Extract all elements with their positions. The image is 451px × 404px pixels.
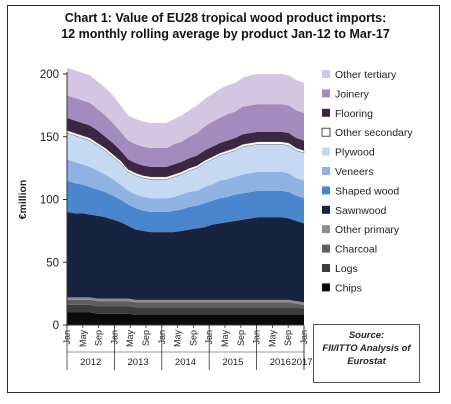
legend-label-plywood: Plywood: [335, 147, 375, 159]
x-month-label: Sep: [94, 330, 104, 346]
x-month-label: May: [267, 330, 277, 348]
x-month-label: May: [173, 330, 183, 348]
legend-label-joinery: Joinery: [335, 88, 370, 100]
x-year-label: 2017: [291, 357, 312, 368]
legend-swatch-chips: [322, 283, 330, 292]
legend-label-other-primary: Other primary: [335, 224, 400, 236]
legend-label-chips: Chips: [335, 282, 362, 294]
x-year-label: 2016: [270, 357, 291, 368]
area-other-tertiary: [67, 67, 304, 149]
x-month-label: Sep: [141, 330, 151, 346]
legend-label-flooring: Flooring: [335, 108, 373, 120]
area-charcoal: [67, 299, 304, 309]
legend-swatch-other-primary: [322, 225, 330, 234]
area-other-primary: [67, 297, 304, 305]
chart-title-line-2: 12 monthly rolling average by product Ja…: [61, 27, 390, 41]
legend-swatch-other-secondary: [321, 127, 331, 137]
source-note: Source: FII/ITTO Analysis of Eurostat: [313, 324, 420, 383]
legend-swatch-shaped-wood: [322, 186, 330, 195]
area-chips: [67, 312, 304, 325]
y-tick-label: 100: [40, 195, 59, 207]
x-year-label: 2012: [80, 357, 101, 368]
legend-label-other-tertiary: Other tertiary: [335, 69, 397, 81]
area-veneers: [67, 159, 304, 213]
x-year-label: 2014: [175, 357, 196, 368]
y-tick-label: 150: [40, 132, 59, 144]
x-year-label: 2013: [128, 357, 149, 368]
legend-swatch-plywood: [322, 147, 330, 156]
source-line-3: Eurostat: [347, 356, 386, 367]
legend-label-other-secondary: Other secondary: [335, 127, 413, 139]
area-flooring: [67, 117, 304, 177]
legend-swatch-logs: [322, 264, 330, 272]
y-tick-label: 50: [46, 257, 59, 269]
legend-label-charcoal: Charcoal: [335, 244, 377, 256]
y-tick-label: 200: [40, 69, 59, 81]
x-month-label: Sep: [283, 330, 293, 346]
x-month-label: May: [220, 330, 230, 348]
x-month-label: May: [78, 330, 88, 348]
x-month-label: Sep: [188, 330, 198, 346]
source-line-1: Source:: [348, 330, 385, 341]
y-axis-title: €million: [17, 180, 29, 220]
legend-label-logs: Logs: [335, 263, 358, 275]
area-joinery: [67, 95, 304, 167]
area-plywood: [67, 132, 304, 199]
source-line-2: FII/ITTO Analysis of: [322, 343, 411, 354]
legend-swatch-veneers: [322, 167, 330, 175]
legend-swatch-flooring: [322, 108, 330, 117]
legend-swatch-other-tertiary: [322, 70, 330, 78]
area-shaped-wood: [67, 180, 304, 233]
legend-label-shaped-wood: Shaped wood: [335, 185, 399, 197]
x-year-label: 2015: [222, 357, 243, 368]
legend: Other tertiary Joinery Flooring Other secon…: [321, 69, 413, 294]
chart-title: Chart 1: Value of EU28 tropical wood pro…: [0, 10, 451, 42]
legend-swatch-sawnwood: [322, 205, 330, 214]
area-series-group: [66, 67, 305, 325]
legend-label-veneers: Veneers: [335, 166, 374, 178]
chart-title-line-1: Chart 1: Value of EU28 tropical wood pro…: [64, 11, 387, 25]
legend-swatch-joinery: [322, 89, 330, 98]
legend-swatch-charcoal: [322, 244, 330, 253]
x-month-label: May: [125, 330, 135, 348]
y-tick-label: 0: [53, 320, 59, 332]
area-sawnwood: [67, 212, 304, 303]
x-month-label: Sep: [236, 330, 246, 346]
legend-label-sawnwood: Sawnwood: [335, 205, 387, 217]
